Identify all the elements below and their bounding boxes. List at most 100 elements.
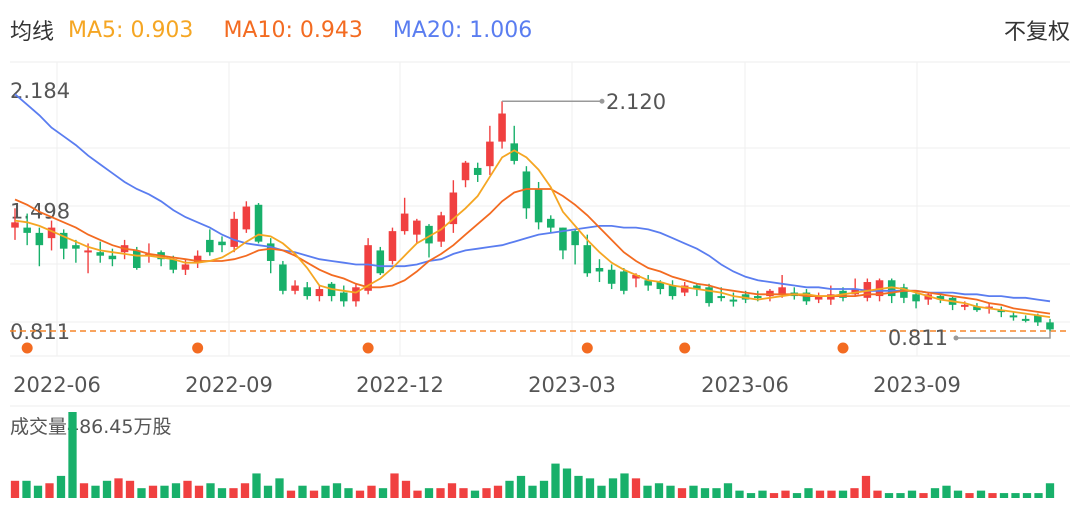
candle-body (973, 306, 981, 311)
volume-bar (976, 490, 986, 498)
volume-bar (1022, 493, 1032, 498)
volume-bar (723, 483, 733, 498)
volume-bar (160, 485, 169, 498)
candle-body (571, 231, 579, 246)
volume-bar (217, 488, 227, 498)
volume-bar (45, 483, 54, 498)
candle-body (595, 267, 604, 272)
adjust-mode-button[interactable]: 不复权 (1003, 20, 1070, 45)
volume-bar (413, 490, 422, 498)
volume-bar (401, 480, 411, 498)
volume-bar (493, 485, 503, 498)
volume-bar (459, 488, 468, 498)
volume-bar (275, 478, 284, 498)
candle-body (997, 310, 1006, 313)
candle-body (559, 227, 567, 251)
max-price-dot (599, 98, 605, 104)
volume-bar (505, 480, 514, 498)
ma5-value: MA5: 0.903 (68, 17, 194, 43)
candle-body (644, 280, 652, 286)
candle-body (193, 255, 202, 263)
volume-bar (194, 485, 204, 498)
volume-bar (102, 480, 112, 498)
candle-body (230, 218, 238, 247)
candle-body (936, 296, 945, 300)
volume-bar (137, 488, 146, 498)
event-marker (837, 342, 849, 354)
volume-bar (79, 483, 89, 498)
candle-body (449, 192, 458, 225)
candle-body (291, 285, 299, 291)
event-marker (21, 342, 33, 354)
ma10-line (14, 188, 1051, 315)
volume-bar (585, 478, 595, 498)
candle-body (72, 245, 80, 249)
volume-bar (631, 478, 641, 498)
min-price-label: 0.811 (888, 326, 948, 350)
candle-body (912, 294, 920, 302)
volume-bar (1034, 493, 1043, 498)
volume-bar (677, 488, 687, 498)
candle-body (510, 143, 519, 161)
x-tick-label: 2022-09 (185, 373, 273, 397)
candle-body (680, 285, 689, 293)
volume-bar (884, 493, 894, 498)
volume-bar (22, 480, 31, 498)
volume-bar (344, 488, 353, 498)
candle-body (108, 255, 117, 260)
volume-bar (114, 478, 123, 498)
candle-body (534, 188, 543, 223)
volume-bar (907, 490, 917, 498)
x-tick-label: 2023-03 (528, 373, 616, 397)
event-marker (679, 342, 691, 354)
candle-body (266, 243, 275, 261)
candle-body (327, 283, 336, 297)
volume-bar (125, 480, 135, 498)
volume-bar (229, 488, 238, 498)
candle-body (960, 304, 969, 307)
x-tick-label: 2022-06 (13, 373, 101, 397)
volume-bar (919, 493, 928, 498)
candle-body (717, 296, 726, 299)
candle-body (242, 206, 251, 230)
volume-bar (528, 485, 537, 498)
volume-bar (539, 480, 549, 498)
volume-bar (424, 488, 434, 498)
volume-bar (873, 490, 882, 498)
volume-bar (574, 475, 583, 498)
volume-bar (896, 493, 905, 498)
volume-bar (171, 483, 181, 498)
candle-body (729, 299, 738, 302)
candle-body (339, 292, 348, 302)
volume-bar (735, 490, 744, 498)
volume-bar (850, 488, 859, 498)
candle-body (473, 167, 482, 175)
ma-legend: 均线 MA5: 0.903 MA10: 0.943 MA20: 1.006 (10, 12, 562, 48)
volume-bar (746, 493, 756, 498)
volume-bar (355, 490, 365, 498)
volume-bar (562, 468, 572, 498)
candle-body (35, 232, 44, 246)
volume-bar (827, 490, 836, 498)
volume-bar (56, 475, 66, 498)
candle-body (303, 287, 312, 297)
candle-body (668, 285, 677, 297)
candle-body (753, 296, 762, 299)
candle-body (132, 250, 141, 268)
min-price-leader (956, 331, 1051, 339)
candle-body (705, 287, 713, 304)
y-tick-label: 2.184 (10, 79, 70, 103)
volume-bar (769, 493, 779, 498)
candle-body (620, 271, 628, 291)
candle-body (461, 162, 470, 181)
ma20-value: MA20: 1.006 (392, 17, 533, 43)
volume-bar (815, 490, 825, 498)
candle-body (254, 204, 263, 242)
candle-body (59, 232, 68, 249)
volume-bar (447, 483, 457, 498)
volume-bar (781, 490, 790, 498)
candle-body (218, 241, 226, 246)
candle-body (546, 218, 555, 228)
volume-bar (436, 488, 445, 498)
candle-body (900, 287, 908, 298)
